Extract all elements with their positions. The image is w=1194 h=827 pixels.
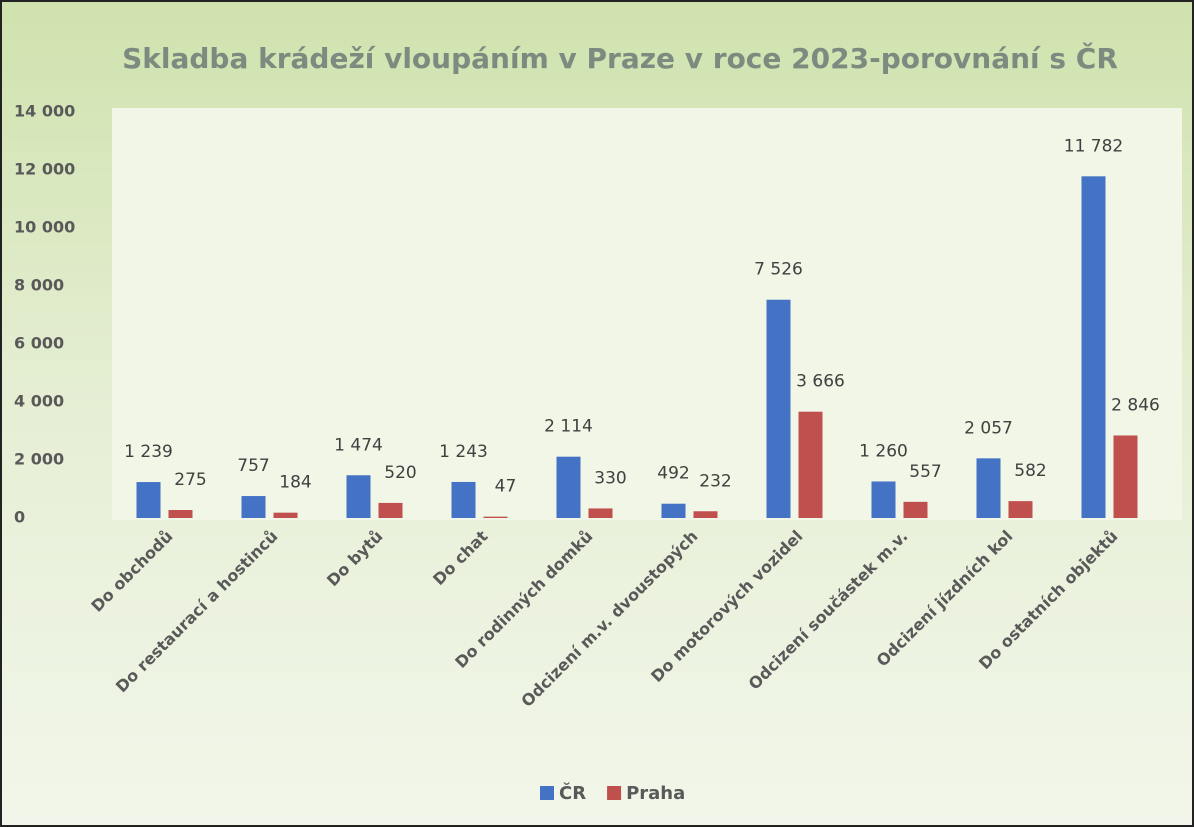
bar bbox=[378, 502, 403, 518]
y-tick-label: 4 000 bbox=[14, 392, 64, 411]
y-tick-label: 6 000 bbox=[14, 334, 64, 353]
bar bbox=[693, 511, 718, 518]
data-label: 492 bbox=[657, 464, 689, 484]
data-label: 557 bbox=[909, 462, 941, 482]
data-label: 184 bbox=[279, 473, 311, 493]
data-label: 3 666 bbox=[796, 372, 845, 392]
bar bbox=[346, 475, 371, 518]
legend-swatch bbox=[540, 786, 554, 800]
legend-label: Praha bbox=[626, 783, 685, 804]
y-tick-label: 10 000 bbox=[14, 218, 75, 237]
y-tick-label: 14 000 bbox=[14, 102, 75, 121]
bar bbox=[483, 516, 508, 518]
data-label: 275 bbox=[174, 470, 206, 490]
bar bbox=[241, 496, 266, 518]
bar bbox=[1081, 176, 1106, 518]
bar bbox=[136, 482, 161, 518]
data-label: 582 bbox=[1014, 461, 1046, 481]
bar bbox=[766, 299, 791, 518]
data-label: 1 260 bbox=[859, 441, 908, 461]
bar bbox=[976, 458, 1001, 518]
data-label: 1 239 bbox=[124, 442, 173, 462]
bar bbox=[451, 481, 476, 518]
data-label: 1 474 bbox=[334, 435, 383, 455]
data-label: 11 782 bbox=[1064, 136, 1123, 156]
bar bbox=[871, 481, 896, 518]
y-tick-label: 12 000 bbox=[14, 160, 75, 179]
data-label: 330 bbox=[594, 468, 626, 488]
data-label: 47 bbox=[495, 477, 517, 497]
y-tick-label: 8 000 bbox=[14, 276, 64, 295]
data-label: 2 846 bbox=[1111, 395, 1160, 415]
data-label: 2 057 bbox=[964, 418, 1013, 438]
data-label: 1 243 bbox=[439, 442, 488, 462]
bar bbox=[903, 501, 928, 518]
bar bbox=[168, 510, 193, 518]
data-label: 232 bbox=[699, 471, 731, 491]
plot-area bbox=[112, 108, 1182, 520]
bar bbox=[1113, 435, 1138, 518]
bar bbox=[798, 411, 823, 518]
bar bbox=[273, 512, 298, 518]
data-label: 520 bbox=[384, 463, 416, 483]
legend-label: ČR bbox=[559, 782, 586, 804]
legend-swatch bbox=[607, 786, 622, 800]
bar bbox=[1008, 501, 1033, 518]
chart-title: Skladba krádeží vloupáním v Praze v roce… bbox=[122, 41, 1118, 75]
data-label: 757 bbox=[237, 456, 269, 476]
data-label: 2 114 bbox=[544, 417, 593, 437]
data-label: 7 526 bbox=[754, 260, 803, 280]
y-tick-label: 0 bbox=[14, 508, 25, 527]
bar bbox=[588, 508, 613, 518]
y-tick-label: 2 000 bbox=[14, 450, 64, 469]
bar bbox=[661, 503, 686, 518]
bar bbox=[556, 456, 581, 518]
